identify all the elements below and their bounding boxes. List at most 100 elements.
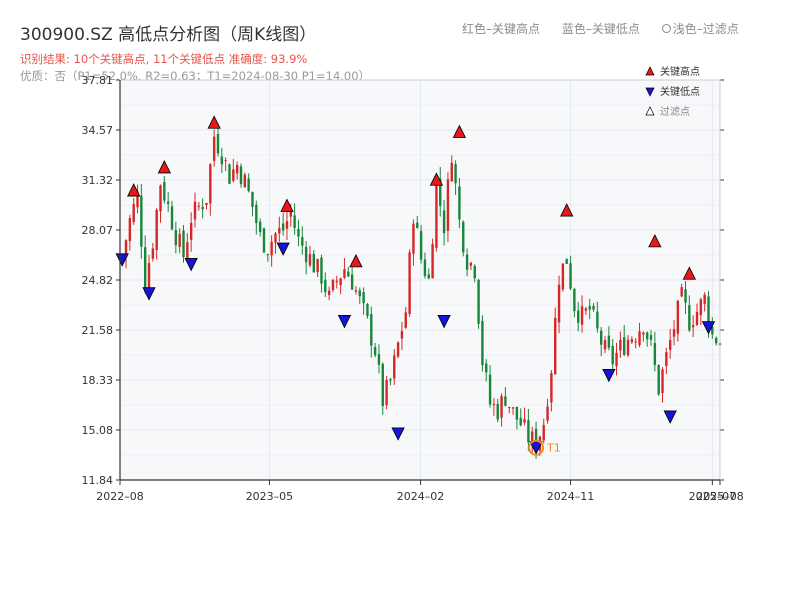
candle-body — [638, 331, 641, 346]
candle-body — [458, 186, 461, 220]
candle-body — [473, 266, 476, 279]
candle-body — [155, 209, 158, 251]
candle-body — [159, 185, 162, 212]
candle-body — [170, 206, 174, 230]
grid — [120, 80, 720, 480]
candle-body — [147, 263, 151, 291]
candle-body — [251, 191, 254, 207]
candle-body — [531, 431, 534, 444]
candle-body — [143, 247, 147, 292]
triangle-up-icon — [645, 66, 655, 76]
candle-body — [320, 257, 323, 284]
candle-body — [350, 274, 354, 290]
candle-body — [504, 396, 507, 406]
candle-body — [270, 241, 273, 256]
candle-body — [611, 345, 614, 365]
candle-body — [668, 340, 672, 350]
candle-body — [523, 419, 526, 423]
candle-body — [569, 263, 572, 289]
x-tick-label: 2025–08 — [696, 490, 744, 503]
circle-icon — [661, 24, 671, 33]
candle-body — [216, 133, 220, 154]
candle-body — [373, 346, 377, 356]
key-high-marker — [157, 160, 171, 174]
candle-body — [178, 233, 181, 247]
candle-body — [496, 403, 499, 420]
candle-body — [281, 223, 285, 231]
y-tick-label: 24.82 — [82, 274, 114, 287]
candle-body — [358, 290, 361, 297]
y-tick-label: 15.08 — [82, 424, 114, 437]
candle-body — [285, 221, 289, 229]
candle-body — [711, 326, 714, 335]
y-tick-label: 11.84 — [82, 474, 114, 487]
candle-body — [707, 296, 710, 327]
candle-body — [347, 271, 350, 277]
candle-body — [174, 230, 178, 246]
candle-body — [404, 312, 407, 328]
candle-body — [477, 279, 480, 324]
x-tick-label: 2023–05 — [246, 490, 294, 503]
candle-body — [278, 227, 281, 234]
candle-body — [339, 278, 342, 286]
candle-body — [186, 242, 189, 260]
candle-body — [124, 240, 128, 258]
key-low-marker — [701, 321, 716, 335]
y-tick-label: 21.58 — [82, 324, 114, 337]
candle-body — [446, 179, 450, 231]
candle-body — [561, 263, 565, 290]
legend-label: 关键低点 — [660, 85, 700, 98]
candle-body — [220, 156, 224, 165]
candle-body — [450, 162, 453, 182]
candle-body — [676, 300, 680, 334]
candle-body — [266, 254, 270, 256]
color-key-blue: 蓝色–关键低点 — [561, 22, 640, 36]
candle-body — [699, 299, 703, 316]
candle-body — [688, 305, 691, 331]
t1-ring — [528, 439, 545, 456]
candle-body — [412, 223, 415, 254]
color-key-light: 浅色–过滤点 — [672, 22, 739, 36]
candle-body — [385, 379, 388, 406]
candle-body — [465, 254, 469, 270]
key-high-marker — [349, 254, 363, 268]
candle-body — [362, 292, 365, 304]
candle-body — [228, 164, 231, 184]
candle-body — [301, 237, 304, 246]
candle-body — [680, 287, 683, 297]
candle-body — [546, 406, 549, 421]
color-key-red: 红色–关键高点 — [462, 22, 541, 36]
axes: 11.84 15.08 18.33 21.58 24.82 28.07 31.32 34.57… — [82, 74, 744, 503]
candle-body — [151, 248, 155, 259]
candle-body — [515, 406, 519, 420]
candle-body — [366, 304, 369, 317]
candle-body — [232, 169, 235, 181]
candle-body — [630, 339, 634, 342]
candle-body — [370, 313, 373, 346]
candle-body — [554, 317, 557, 374]
candle-body — [235, 165, 239, 174]
key-high-marker — [452, 124, 467, 138]
candle-body — [193, 201, 197, 220]
candle-body — [695, 311, 699, 325]
candle-body — [343, 269, 346, 278]
candle-body — [308, 254, 312, 266]
candle-body — [672, 329, 676, 337]
candle-body — [577, 310, 580, 323]
key-low-marker — [337, 315, 352, 329]
candle-body — [243, 174, 247, 188]
candle-body — [462, 221, 465, 253]
key-high-marker — [429, 172, 444, 186]
candle-body — [481, 320, 484, 366]
x-tick-label: 2022–08 — [96, 490, 144, 503]
key-low-marker — [184, 258, 198, 272]
key-low-marker — [663, 410, 677, 424]
candle-body — [431, 244, 434, 279]
candle-body — [335, 280, 338, 283]
candle-body — [224, 160, 227, 162]
candle-body — [128, 218, 132, 242]
x-tick-label: 2024–02 — [397, 490, 445, 503]
candle-body — [622, 337, 626, 355]
candle-body — [324, 279, 327, 293]
